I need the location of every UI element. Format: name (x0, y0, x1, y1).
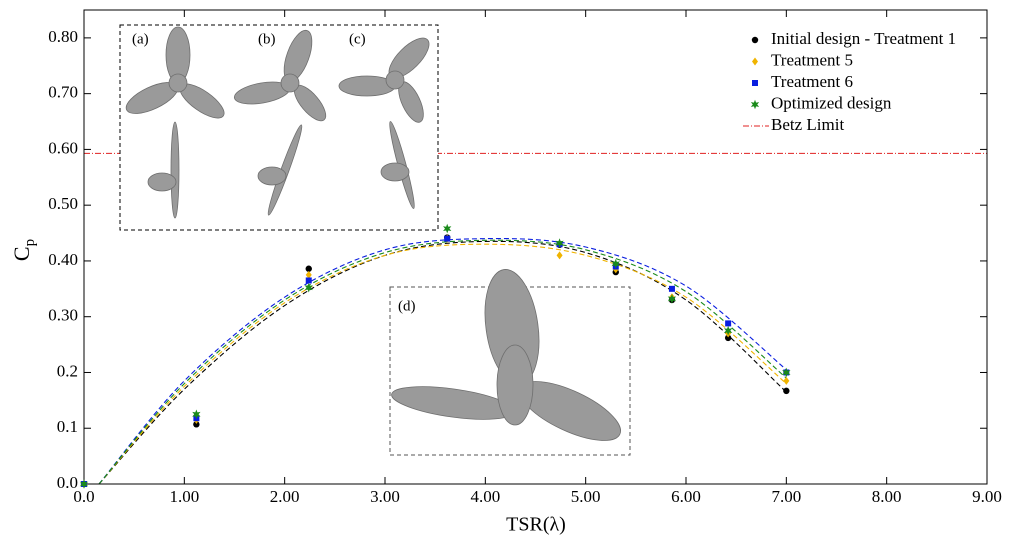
x-tick-label: 8.00 (872, 487, 902, 506)
point (668, 285, 675, 292)
point (444, 235, 451, 242)
y-tick-label: 0.2 (57, 361, 78, 380)
x-tick-label: 9.00 (972, 487, 1002, 506)
y-tick-label: 0.30 (48, 306, 78, 325)
x-tick-label: 3.00 (370, 487, 400, 506)
legend-marker (752, 80, 758, 86)
point (782, 367, 791, 378)
point (556, 251, 563, 260)
propeller-side-views (147, 121, 415, 219)
y-axis-label-main: C (9, 246, 34, 261)
y-tick-label: 0.1 (57, 417, 78, 436)
y-tick-label: 0.50 (48, 194, 78, 213)
fit-curve (98, 240, 787, 485)
y-tick-label: 0.0 (57, 473, 78, 492)
point (723, 325, 733, 336)
legend-label: Treatment 5 (771, 50, 853, 69)
x-tick-label: 5.00 (571, 487, 601, 506)
point (783, 387, 790, 395)
x-tick-label: 2.00 (270, 487, 300, 506)
legend-marker (750, 99, 760, 110)
y-axis-label: Cp (9, 239, 38, 261)
legend-label: Optimized design (771, 93, 892, 112)
point (305, 270, 312, 279)
y-tick-label: 0.60 (48, 138, 78, 157)
x-axis-label: TSR(λ) (506, 514, 566, 536)
y-tick-label: 0.70 (48, 83, 78, 102)
x-tick-label: 7.00 (771, 487, 801, 506)
inset-label: (a) (132, 31, 149, 47)
propeller-d (391, 269, 621, 441)
point (611, 258, 620, 269)
point (79, 479, 89, 489)
point (305, 277, 312, 284)
fit-curve (98, 239, 787, 485)
propeller-c (338, 37, 430, 123)
legend-label: Treatment 6 (771, 72, 853, 91)
point (725, 320, 732, 327)
x-tick-label: 1.00 (169, 487, 199, 506)
inset-label: (b) (258, 31, 276, 47)
fit-curve (98, 243, 787, 485)
inset-label: (d) (398, 298, 416, 314)
point (305, 265, 312, 272)
point (667, 294, 677, 304)
inset-label: (c) (349, 31, 366, 47)
plot-frame (83, 9, 988, 485)
insets: (a) (b) (c) (d) (119, 24, 631, 456)
point (304, 282, 313, 293)
legend-marker (751, 36, 759, 44)
point (555, 238, 564, 248)
propeller-a (125, 26, 225, 119)
x-tick-label: 4.00 (470, 487, 500, 506)
point (724, 334, 732, 342)
point (193, 421, 200, 428)
y-tick-label: 0.80 (48, 27, 78, 46)
propeller-b (233, 29, 327, 122)
x-tick-label: 0.0 (73, 487, 94, 506)
point (443, 223, 452, 234)
legend-label: Betz Limit (771, 115, 844, 134)
legend-marker (752, 57, 758, 66)
point (192, 409, 201, 420)
y-axis-label-sub: p (22, 239, 38, 247)
y-tick-label: 0.40 (48, 250, 78, 269)
x-tick-label: 6.00 (671, 487, 701, 506)
legend-label: Initial design - Treatment 1 (771, 29, 956, 48)
point (783, 376, 790, 385)
